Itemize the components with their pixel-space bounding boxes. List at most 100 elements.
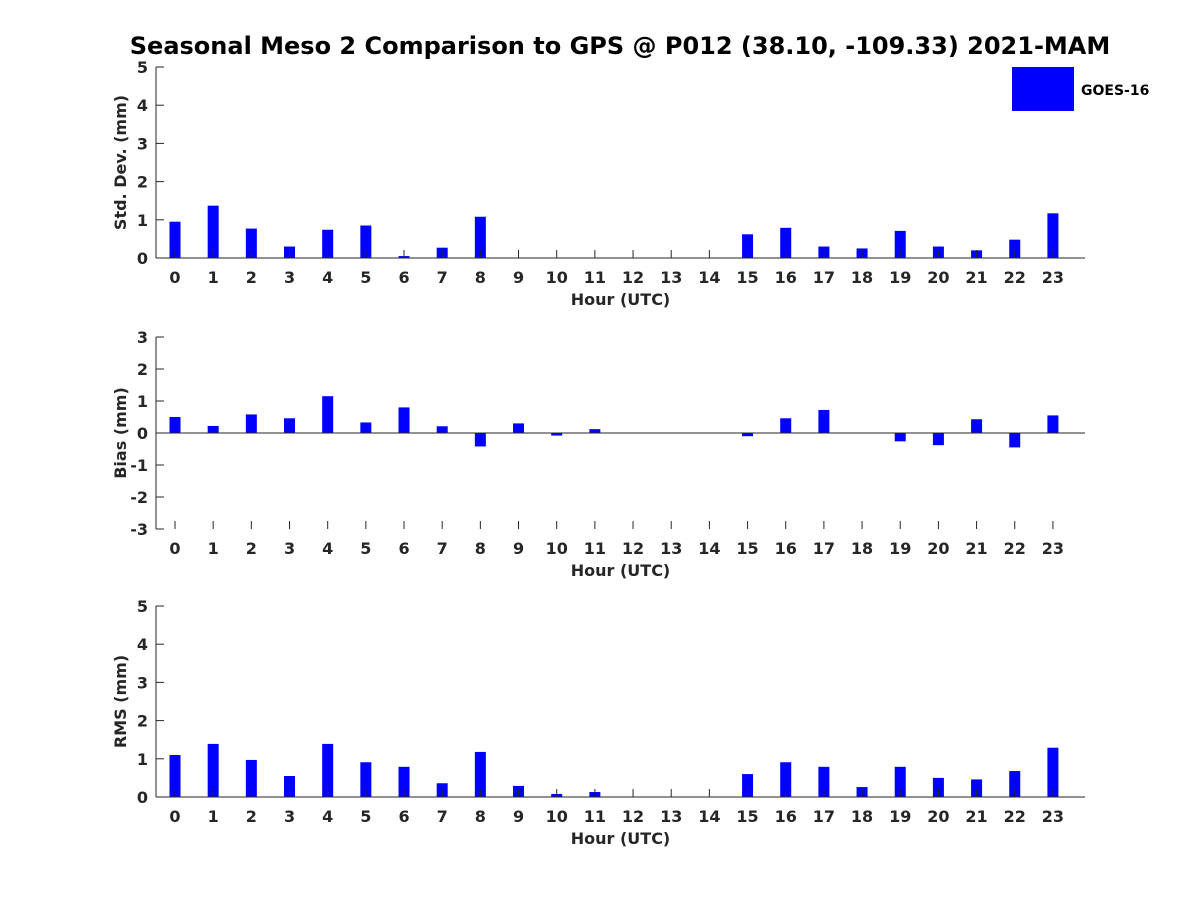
bar-rms-4	[322, 743, 334, 797]
x-tick-label: 18	[851, 807, 873, 826]
x-tick-label: 5	[360, 807, 371, 826]
x-tick-label: 3	[284, 268, 295, 287]
bar-bias-1	[207, 425, 219, 433]
x-tick-label: 9	[513, 807, 524, 826]
bar-rms-23	[1047, 747, 1059, 797]
bar-bias-23	[1047, 415, 1059, 433]
x-tick-label: 2	[246, 539, 257, 558]
x-tick-label: 19	[889, 807, 911, 826]
x-tick-label: 5	[360, 539, 371, 558]
y-axis-label: Std. Dev. (mm)	[111, 95, 130, 230]
x-tick-label: 15	[736, 268, 758, 287]
x-tick-label: 12	[622, 539, 644, 558]
x-tick-label: 21	[965, 268, 987, 287]
x-tick-label: 22	[1004, 807, 1026, 826]
x-tick-label: 6	[398, 539, 409, 558]
bar-bias-22	[1009, 433, 1021, 448]
x-tick-label: 16	[775, 268, 797, 287]
bar-std-dev-0	[169, 221, 181, 258]
y-tick-label: -1	[130, 456, 148, 475]
bar-std-dev-15	[742, 234, 754, 258]
x-tick-label: 17	[813, 807, 835, 826]
x-tick-label: 16	[775, 807, 797, 826]
bar-bias-8	[474, 433, 486, 447]
x-tick-label: 7	[437, 539, 448, 558]
y-axis-label: Bias (mm)	[111, 387, 130, 479]
x-tick-label: 3	[284, 539, 295, 558]
x-tick-label: 20	[927, 807, 949, 826]
y-axis-label: RMS (mm)	[111, 655, 130, 748]
y-tick-label: 1	[137, 750, 148, 769]
x-tick-label: 1	[208, 539, 219, 558]
bar-rms-8	[474, 751, 486, 797]
x-tick-label: 12	[622, 807, 644, 826]
x-tick-label: 10	[546, 539, 568, 558]
x-tick-label: 2	[246, 268, 257, 287]
x-tick-label: 13	[660, 268, 682, 287]
x-tick-label: 11	[584, 539, 606, 558]
x-tick-label: 11	[584, 268, 606, 287]
y-tick-label: 2	[137, 360, 148, 379]
y-tick-label: 5	[137, 58, 148, 77]
chart-title: Seasonal Meso 2 Comparison to GPS @ P012…	[130, 32, 1111, 60]
x-tick-label: 0	[169, 268, 180, 287]
bar-rms-2	[245, 759, 257, 797]
x-tick-label: 4	[322, 268, 333, 287]
bar-bias-16	[780, 418, 792, 433]
x-tick-label: 13	[660, 807, 682, 826]
legend: GOES-16	[1012, 67, 1149, 111]
x-tick-label: 7	[437, 807, 448, 826]
bar-bias-21	[971, 419, 983, 433]
y-tick-label: 0	[137, 249, 148, 268]
bar-bias-6	[398, 407, 410, 433]
y-tick-label: 4	[137, 96, 148, 115]
x-tick-label: 22	[1004, 539, 1026, 558]
x-tick-label: 11	[584, 807, 606, 826]
bar-std-dev-2	[245, 228, 257, 258]
x-tick-label: 10	[546, 268, 568, 287]
x-axis-label: Hour (UTC)	[571, 829, 671, 848]
x-tick-label: 14	[698, 539, 720, 558]
bar-rms-6	[398, 766, 410, 797]
x-tick-label: 5	[360, 268, 371, 287]
x-tick-label: 10	[546, 807, 568, 826]
bar-bias-15	[742, 433, 754, 437]
bar-rms-15	[742, 774, 754, 797]
bar-bias-3	[284, 418, 296, 433]
bar-bias-5	[360, 422, 372, 433]
x-tick-label: 8	[475, 807, 486, 826]
x-tick-label: 19	[889, 268, 911, 287]
x-tick-label: 14	[698, 268, 720, 287]
y-tick-label: 3	[137, 134, 148, 153]
x-tick-label: 0	[169, 539, 180, 558]
x-tick-label: 16	[775, 539, 797, 558]
bar-bias-4	[322, 396, 334, 433]
y-tick-label: 3	[137, 328, 148, 347]
x-tick-label: 8	[475, 268, 486, 287]
bar-std-dev-5	[360, 225, 372, 258]
x-tick-label: 3	[284, 807, 295, 826]
bar-bias-7	[436, 426, 448, 433]
x-tick-label: 1	[208, 268, 219, 287]
x-tick-label: 21	[965, 539, 987, 558]
legend-swatch	[1012, 67, 1074, 111]
bar-bias-11	[589, 429, 601, 433]
x-tick-label: 6	[398, 807, 409, 826]
bar-rms-1	[207, 743, 219, 797]
bar-std-dev-1	[207, 205, 219, 258]
x-axis-label: Hour (UTC)	[571, 290, 671, 309]
x-tick-label: 1	[208, 807, 219, 826]
y-tick-label: 0	[137, 788, 148, 807]
y-tick-label: -2	[130, 488, 148, 507]
bar-std-dev-22	[1009, 239, 1021, 258]
bar-bias-17	[818, 409, 830, 433]
y-tick-label: 5	[137, 597, 148, 616]
y-tick-label: 4	[137, 635, 148, 654]
x-tick-label: 0	[169, 807, 180, 826]
bar-bias-10	[551, 433, 563, 436]
x-tick-label: 23	[1042, 539, 1064, 558]
x-tick-label: 21	[965, 807, 987, 826]
